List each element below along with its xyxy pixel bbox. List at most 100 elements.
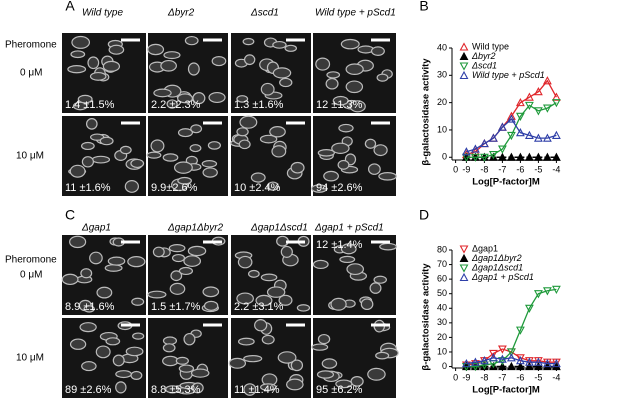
data-point <box>542 287 552 296</box>
y-tick-label: 0 <box>442 152 447 162</box>
data-point <box>524 101 534 111</box>
cell <box>370 46 385 56</box>
percentage-label: 1.5 ±1.7% <box>151 301 201 313</box>
data-point <box>506 152 516 161</box>
cell <box>163 51 181 60</box>
legend-marker <box>459 62 469 71</box>
data-point <box>506 131 516 141</box>
cell <box>187 62 200 76</box>
data-point <box>515 354 525 363</box>
data-point <box>488 133 498 142</box>
cell <box>127 256 146 268</box>
cell <box>175 356 189 365</box>
data-point <box>524 361 534 371</box>
cell <box>330 297 347 311</box>
cell <box>99 136 114 146</box>
cell <box>345 63 364 75</box>
cell <box>360 298 374 311</box>
data-point <box>479 356 489 365</box>
x-tick-label: 0 <box>453 372 458 382</box>
y-group-label: Pheromone <box>5 40 57 51</box>
cell <box>124 180 139 193</box>
percentage-label: 2.2 ±2.3% <box>151 99 201 111</box>
data-point <box>524 130 534 139</box>
panel-label: D <box>419 207 429 223</box>
cell <box>337 159 350 170</box>
cell <box>243 383 257 396</box>
cell <box>254 319 268 332</box>
y-tick-label: 80 <box>437 244 447 254</box>
cell <box>346 263 365 276</box>
cell <box>119 145 132 155</box>
cell <box>250 172 266 183</box>
cell <box>69 338 87 350</box>
cell <box>190 368 210 378</box>
cell <box>81 361 97 372</box>
cell <box>191 382 204 394</box>
cell <box>323 170 339 182</box>
panel-label: A <box>65 0 75 14</box>
data-point <box>515 112 525 121</box>
data-point <box>488 150 498 160</box>
data-point <box>497 345 507 354</box>
data-point <box>533 357 543 366</box>
cell <box>331 142 350 154</box>
cell <box>132 332 145 340</box>
column-header: Δgap1 + pScd1 <box>314 223 384 234</box>
cell <box>207 141 221 150</box>
series-line <box>466 357 557 365</box>
data-point <box>551 152 561 161</box>
cell <box>125 346 144 357</box>
cell <box>339 255 356 264</box>
y-tick-label: 40 <box>437 303 447 313</box>
data-point <box>542 152 552 161</box>
y-tick-label: 20 <box>437 332 447 342</box>
cell <box>266 286 286 298</box>
column-header: Δbyr2 <box>167 8 195 19</box>
cell <box>349 100 366 113</box>
percentage-label: 94 ±2.6% <box>316 182 363 194</box>
cell <box>96 286 113 299</box>
percentage-label: 11 ±1.4% <box>234 384 280 396</box>
cell <box>345 80 364 94</box>
data-point <box>533 107 543 116</box>
cell <box>236 95 249 103</box>
cell <box>247 269 260 278</box>
x-axis-label: Log[P-factor]M <box>472 385 540 396</box>
cell <box>239 115 258 129</box>
cell <box>317 333 331 345</box>
cell <box>261 334 275 345</box>
legend-label: Δgap1 <box>472 243 498 253</box>
data-point <box>470 144 480 153</box>
column-header: Δgap1 <box>81 223 111 234</box>
y-tick-label: 50 <box>437 288 447 298</box>
cell <box>260 82 275 96</box>
x-tick-label: 0 <box>453 164 458 174</box>
cell <box>340 243 357 255</box>
data-point <box>470 153 480 162</box>
cell <box>202 167 218 178</box>
cell <box>85 118 98 130</box>
cell <box>177 128 193 138</box>
data-point <box>488 353 498 362</box>
cell <box>373 144 388 157</box>
data-point <box>461 147 471 156</box>
column-header: Δgap1Δbyr2 <box>167 223 224 234</box>
legend-marker <box>459 245 469 254</box>
cell <box>190 124 203 134</box>
cell <box>87 56 100 70</box>
y-tick-label: 70 <box>437 259 447 269</box>
series-line <box>466 79 557 156</box>
cell <box>173 161 193 174</box>
cell <box>79 322 97 333</box>
cell <box>364 138 377 149</box>
legend-label: Δgap1Δbyr2 <box>471 253 522 263</box>
data-point <box>542 358 552 368</box>
cell <box>202 286 220 298</box>
column-header: Δgap1Δscd1 <box>250 223 308 234</box>
cell <box>168 243 186 253</box>
x-tick-label: -7 <box>498 164 506 174</box>
data-point <box>524 92 534 101</box>
data-point <box>533 361 543 371</box>
cell <box>338 123 354 133</box>
